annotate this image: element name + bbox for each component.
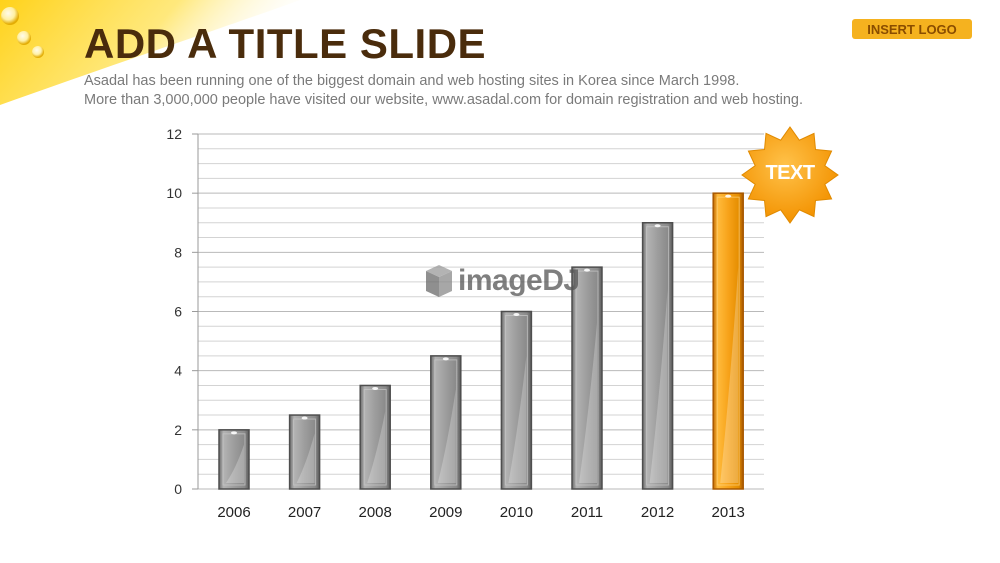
x-tick-label: 2010 — [500, 504, 533, 521]
bar-sparkle — [372, 386, 379, 390]
x-tick-label: 2007 — [288, 504, 321, 521]
bar-sparkle — [725, 194, 732, 198]
subtitle-line-2: More than 3,000,000 people have visited … — [84, 92, 803, 108]
y-tick-label: 4 — [174, 363, 182, 379]
bar — [288, 414, 321, 490]
bar — [641, 222, 674, 490]
cube-logo-icon — [426, 265, 452, 297]
bar-2011 — [571, 266, 603, 490]
x-tick-label: 2011 — [571, 504, 603, 521]
bar-sparkle — [654, 224, 661, 228]
bar-gloss — [226, 444, 244, 483]
bar-gloss — [720, 267, 739, 483]
bar — [218, 429, 250, 490]
slide-title: ADD A TITLE SLIDE — [84, 20, 487, 67]
bar — [359, 384, 391, 490]
bar-sparkle — [442, 357, 449, 361]
bar-2007 — [288, 414, 321, 490]
bar-gloss — [508, 355, 527, 483]
bar — [430, 355, 462, 490]
bar-gloss — [437, 389, 456, 483]
watermark-text: imageDJ — [458, 264, 580, 297]
bar-2006 — [218, 429, 250, 490]
x-tick-label: 2009 — [429, 504, 462, 521]
y-tick-label: 10 — [166, 185, 182, 201]
callout-label: TEXT — [765, 162, 815, 184]
bar-2012 — [641, 222, 674, 490]
bar-sparkle — [513, 313, 520, 316]
bar-sparkle — [231, 431, 237, 435]
water-drop-icon — [17, 31, 31, 45]
water-drop-icon — [1, 7, 19, 25]
bar-2013 — [712, 192, 744, 490]
starburst-icon — [741, 126, 839, 224]
bar — [500, 310, 533, 490]
starburst-shape — [741, 126, 839, 224]
bar-2008 — [359, 384, 391, 490]
bar — [571, 266, 603, 490]
x-tick-label: 2013 — [712, 504, 745, 521]
bar-gloss — [296, 433, 315, 483]
x-tick-label: 2008 — [359, 504, 392, 521]
x-tick-label: 2006 — [217, 504, 250, 521]
y-tick-label: 0 — [174, 481, 182, 497]
corner-swoosh-decoration — [0, 0, 300, 105]
watermark: imageDJ — [424, 262, 580, 300]
bar — [712, 192, 744, 490]
bar-gloss — [649, 289, 668, 483]
bar-sparkle — [584, 268, 590, 272]
y-tick-label: 12 — [166, 126, 182, 142]
bar-gloss — [367, 411, 386, 483]
bar-sparkle — [301, 416, 308, 420]
bar-2009 — [430, 355, 462, 490]
y-tick-label: 8 — [174, 244, 182, 260]
y-tick-label: 2 — [174, 422, 182, 438]
y-tick-label: 6 — [174, 304, 182, 320]
bar-2010 — [500, 310, 533, 490]
x-tick-label: 2012 — [641, 504, 674, 521]
insert-logo-button[interactable]: INSERT LOGO — [852, 19, 972, 39]
bar-gloss — [579, 322, 597, 483]
subtitle-line-1: Asadal has been running one of the bigge… — [84, 73, 740, 89]
water-drop-icon — [32, 46, 44, 58]
